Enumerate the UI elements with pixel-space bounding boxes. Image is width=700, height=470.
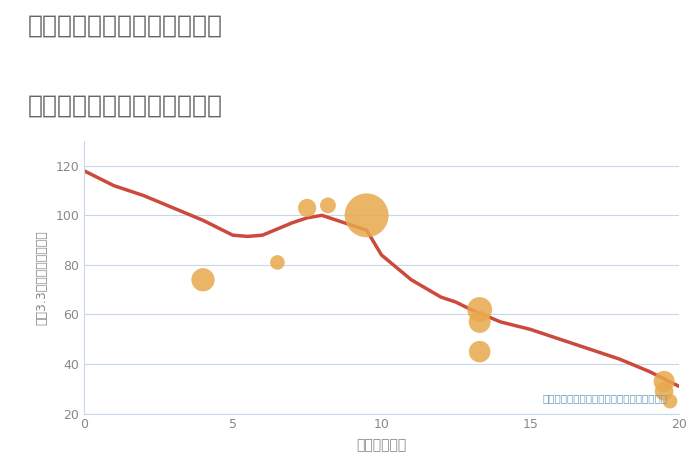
Point: [197, 276, 209, 283]
Point: [322, 202, 333, 209]
Point: [659, 388, 670, 395]
Point: [659, 377, 670, 385]
Point: [302, 204, 313, 212]
Text: 円の大きさは、取引のあった物件面積を示す: 円の大きさは、取引のあった物件面積を示す: [542, 393, 667, 403]
Point: [664, 398, 676, 405]
Point: [474, 348, 485, 355]
Point: [361, 212, 372, 219]
Point: [474, 306, 485, 313]
X-axis label: 駅距離（分）: 駅距離（分）: [356, 439, 407, 453]
Y-axis label: 坪（3.3㎡）単価（万円）: 坪（3.3㎡）単価（万円）: [35, 230, 48, 325]
Point: [272, 258, 283, 266]
Text: 駅距離別中古マンション価格: 駅距離別中古マンション価格: [28, 94, 223, 118]
Text: 奈良県生駒郡斑鳩町五百井の: 奈良県生駒郡斑鳩町五百井の: [28, 14, 223, 38]
Point: [474, 318, 485, 326]
